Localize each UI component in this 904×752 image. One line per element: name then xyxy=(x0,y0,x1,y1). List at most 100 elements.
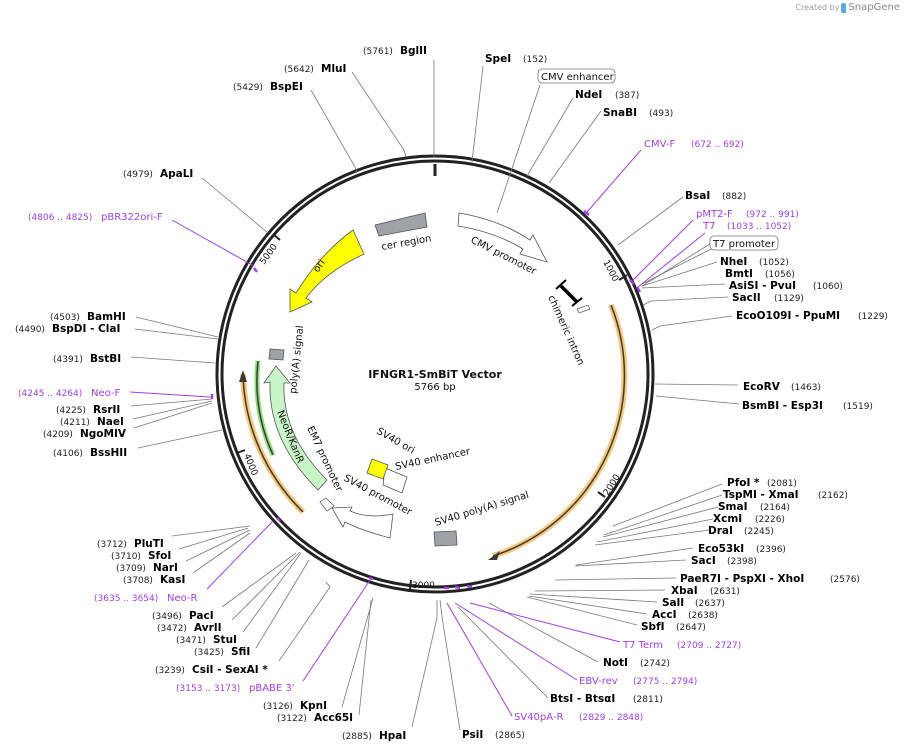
site-nari[interactable]: (3709) NarI xyxy=(116,562,178,574)
site-naei[interactable]: (4211) NaeI xyxy=(60,416,124,428)
primer-neo-r[interactable]: (3635 .. 3654) Neo-R xyxy=(94,593,198,604)
site-drai[interactable]: DraI (2245) xyxy=(708,525,774,537)
svg-text:BsmBI - Esp3I: BsmBI - Esp3I xyxy=(742,400,823,412)
site-snabi[interactable]: SnaBI (493) xyxy=(603,107,673,119)
feature-sv40-enhancer[interactable]: SV40 enhancer xyxy=(382,446,472,494)
site-acc65i[interactable]: (3122) Acc65I xyxy=(277,712,353,724)
svg-text:(3153 .. 3173): (3153 .. 3173) xyxy=(176,684,240,694)
svg-text:(2638): (2638) xyxy=(688,611,718,621)
site-sfoi[interactable]: (3710) SfoI xyxy=(111,550,171,562)
site-psii[interactable]: PsiI (2865) xyxy=(462,729,525,741)
primer-pbr322ori-f[interactable]: (4806 .. 4825) pBR322ori-F xyxy=(28,212,163,223)
site-sali[interactable]: SalI (2637) xyxy=(662,597,725,609)
site-stui[interactable]: (3471) StuI xyxy=(176,634,237,646)
plasmid-name: IFNGR1-SmBiT Vector xyxy=(368,368,502,381)
site-noti[interactable]: NotI (2742) xyxy=(603,657,670,669)
feature-ori[interactable]: ori xyxy=(289,229,365,313)
orf-arc-left[interactable] xyxy=(239,370,306,515)
site-sbfi[interactable]: SbfI (2647) xyxy=(641,621,706,633)
svg-text:(2775 .. 2794): (2775 .. 2794) xyxy=(633,677,697,687)
site-bspei[interactable]: (5429) BspEI xyxy=(233,81,303,93)
svg-text:EcoO109I - PpuMI: EcoO109I - PpuMI xyxy=(736,310,840,322)
arrow-icon xyxy=(488,551,500,560)
site-csii-sexai[interactable]: (3239) CsiI - SexAI * xyxy=(155,664,268,676)
svg-text:(2398): (2398) xyxy=(727,557,757,567)
svg-text:(493): (493) xyxy=(649,109,673,119)
site-btsi-btsai[interactable]: BtsI - BtsαI (2811) xyxy=(550,693,663,705)
site-hpai[interactable]: (2885) HpaI xyxy=(342,730,406,742)
site-smai[interactable]: SmaI (2164) xyxy=(718,501,790,513)
primer-pmt2-f[interactable]: pMT2-F (972 .. 991) xyxy=(696,209,799,220)
site-pfoi[interactable]: PfoI * (2081) xyxy=(727,477,797,489)
site-spei[interactable]: SpeI (152) xyxy=(485,53,547,65)
site-bspdi-clai[interactable]: (4490) BspDI - ClaI xyxy=(15,323,120,335)
svg-text:PsiI: PsiI xyxy=(462,729,483,741)
primer-sv40pa-r[interactable]: SV40pA-R (2829 .. 2848) xyxy=(514,712,643,723)
site-sacii[interactable]: SacII (1129) xyxy=(732,292,804,304)
site-saci[interactable]: SacI (2398) xyxy=(691,555,757,567)
svg-text:(4490): (4490) xyxy=(15,325,45,335)
site-bglii[interactable]: (5761) BglII xyxy=(363,45,427,57)
svg-text:(3708): (3708) xyxy=(123,576,153,586)
svg-text:Acc65I: Acc65I xyxy=(314,712,353,724)
site-nhei[interactable]: NheI (1052) xyxy=(720,256,789,268)
svg-text:StuI: StuI xyxy=(213,634,237,646)
svg-text:(2647): (2647) xyxy=(676,623,706,633)
site-sfii[interactable]: (3425) SfiI xyxy=(194,646,250,658)
feature-sv40-polya-signal[interactable]: SV40 poly(A) signal xyxy=(433,490,531,547)
snapgene-logo-icon xyxy=(841,2,847,13)
svg-text:(5761): (5761) xyxy=(363,47,393,57)
primer-t7[interactable]: T7 (1033 .. 1052) xyxy=(702,221,791,232)
feature-cmv-promoter[interactable]: CMV promoter xyxy=(457,212,548,278)
site-ecorv[interactable]: EcoRV (1463) xyxy=(743,381,821,393)
site-asisi-pvui[interactable]: AsiSI - PvuI (1060) xyxy=(729,280,843,292)
svg-text:SacI: SacI xyxy=(691,555,716,567)
site-bmti[interactable]: BmtI (1056) xyxy=(725,268,795,280)
site-mlui[interactable]: (5642) MluI xyxy=(284,63,346,75)
svg-text:EM7 promoter: EM7 promoter xyxy=(304,425,344,495)
site-rsrii[interactable]: (4225) RsrII xyxy=(56,404,120,416)
site-ndei[interactable]: NdeI (387) xyxy=(575,89,639,101)
site-kasi[interactable]: (3708) KasI xyxy=(123,574,185,586)
svg-text:pBR322ori-F: pBR322ori-F xyxy=(101,212,163,223)
svg-text:(5429): (5429) xyxy=(233,83,263,93)
svg-text:CsiI - SexAI *: CsiI - SexAI * xyxy=(192,664,268,676)
site-bamhi[interactable]: (4503) BamHI xyxy=(50,311,126,323)
primer-pbabe-3[interactable]: (3153 .. 3173) pBABE 3' xyxy=(176,683,295,694)
site-paer7i-pspxi-xhoi[interactable]: PaeR7I - PspXI - XhoI (2576) xyxy=(680,573,860,585)
site-avrii[interactable]: (3472) AvrII xyxy=(157,622,222,634)
site-apali[interactable]: (4979) ApaLI xyxy=(123,168,193,180)
orf-arc-right[interactable] xyxy=(488,303,628,560)
site-xcmi[interactable]: XcmI (2226) xyxy=(713,513,785,525)
primer-cmv-f[interactable]: CMV-F (672 .. 692) xyxy=(644,139,744,150)
svg-text:NarI: NarI xyxy=(153,562,178,574)
t7-promoter-box[interactable]: T7 promoter xyxy=(641,235,779,287)
plasmid-backbone[interactable] xyxy=(215,154,655,594)
primer-t7-term[interactable]: T7 Term (2709 .. 2727) xyxy=(622,640,741,651)
svg-text:(2865): (2865) xyxy=(495,731,525,741)
feature-cer-region[interactable]: cer region xyxy=(374,212,433,253)
cmv-enhancer-box[interactable]: CMV enhancer xyxy=(537,68,616,84)
primer-neo-f[interactable]: (4245 .. 4264) Neo-F xyxy=(18,388,121,399)
site-bsshii[interactable]: (4106) BssHII xyxy=(53,447,127,459)
site-paci[interactable]: (3496) PacI xyxy=(152,610,214,622)
feature-chimeric-intron[interactable]: chimeric intron xyxy=(545,279,591,367)
svg-text:(3712): (3712) xyxy=(97,540,127,550)
site-xbai[interactable]: XbaI (2631) xyxy=(671,585,740,597)
site-kpni[interactable]: (3126) KpnI xyxy=(263,700,327,712)
site-bstbi[interactable]: (4391) BstBI xyxy=(53,353,121,365)
primer-ebv-rev[interactable]: EBV-rev (2775 .. 2794) xyxy=(579,676,697,687)
site-pluti[interactable]: (3712) PluTI xyxy=(97,538,164,550)
site-eco53ki[interactable]: Eco53kI (2396) xyxy=(698,543,786,555)
svg-text:(4209): (4209) xyxy=(43,430,73,440)
svg-text:cer region: cer region xyxy=(381,233,433,253)
site-eco0109i-ppumi[interactable]: EcoO109I - PpuMI (1229) xyxy=(736,310,888,322)
svg-text:(2396): (2396) xyxy=(756,545,786,555)
site-acci[interactable]: AccI (2638) xyxy=(652,609,718,621)
site-ngomiv[interactable]: (4209) NgoMIV xyxy=(43,428,127,440)
neo-orf-arc[interactable] xyxy=(254,360,276,457)
svg-text:EcoRV: EcoRV xyxy=(743,381,781,393)
site-tspmi-xmai[interactable]: TspMI - XmaI (2162) xyxy=(723,489,848,501)
site-bsmbi-esp3i[interactable]: BsmBI - Esp3I (1519) xyxy=(742,400,873,412)
site-bsai[interactable]: BsaI (882) xyxy=(685,190,746,202)
